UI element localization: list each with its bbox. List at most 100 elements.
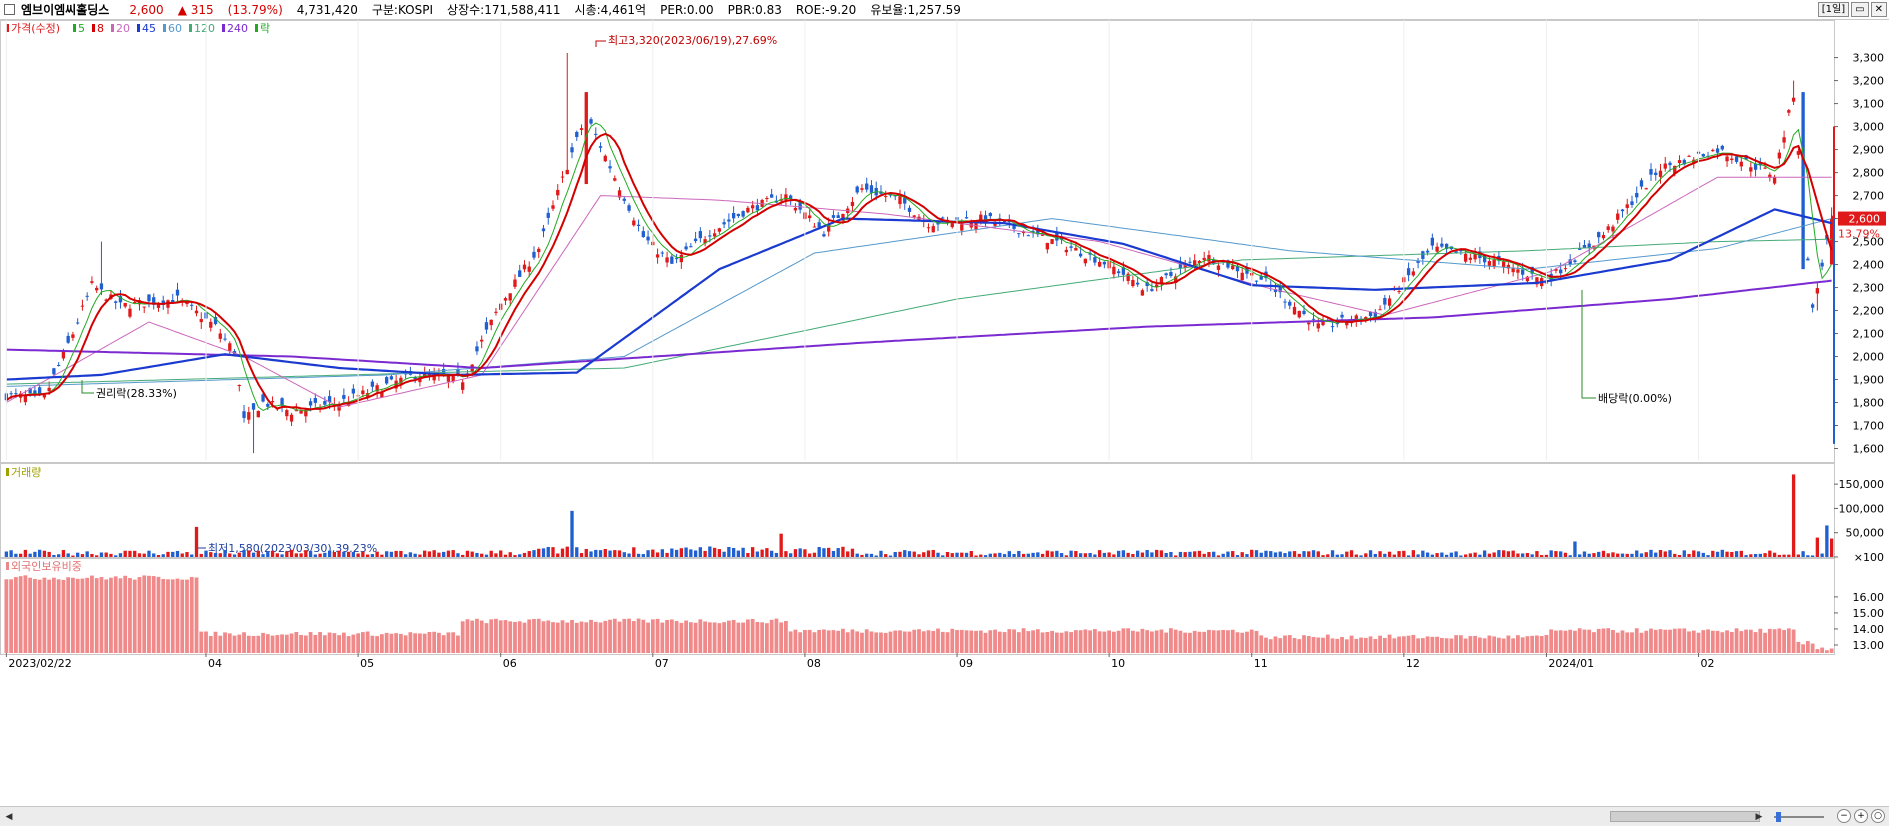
- horizontal-scrollbar[interactable]: ◀ ▶ − + ○: [0, 806, 1889, 826]
- scroll-thumb[interactable]: [1610, 811, 1760, 822]
- candle-body: [171, 299, 175, 304]
- volume-bar: [1711, 550, 1715, 557]
- candle-body: [1582, 245, 1587, 248]
- close-icon[interactable]: ✕: [1870, 2, 1887, 17]
- volume-bar: [788, 553, 793, 557]
- legend-foreign-label: 외국인보유비중: [11, 560, 82, 573]
- foreign-bar: [275, 635, 280, 653]
- foreign-bar: [1344, 639, 1349, 653]
- foreign-bar: [37, 579, 42, 653]
- candle-body: [418, 377, 422, 383]
- volume-bar: [817, 547, 821, 557]
- restore-icon[interactable]: ▭: [1851, 2, 1869, 17]
- candle-body: [1573, 260, 1577, 262]
- candle-body: [1639, 180, 1644, 187]
- candle-body: [95, 287, 99, 291]
- volume-bar: [1402, 550, 1406, 557]
- candle-body: [1193, 260, 1197, 266]
- volume-bar: [917, 554, 921, 557]
- foreign-bar: [841, 628, 845, 653]
- foreign-bar: [1311, 636, 1316, 653]
- x-tick-label: 2023/02/22: [8, 657, 71, 670]
- volume-bar: [1668, 550, 1672, 557]
- volume-bar: [903, 550, 907, 557]
- foreign-bar: [874, 632, 879, 653]
- volume-bar: [698, 547, 703, 557]
- candle-body: [684, 246, 688, 250]
- foreign-bar: [612, 618, 617, 653]
- foreign-bar: [1207, 629, 1211, 653]
- candle-body: [1135, 282, 1140, 285]
- foreign-bar: [902, 631, 907, 653]
- foreign-bar: [308, 632, 313, 653]
- candle-body: [1739, 161, 1743, 167]
- period-button[interactable]: [1일]: [1817, 2, 1850, 17]
- foreign-bar: [536, 618, 541, 653]
- volume-bar: [9, 550, 13, 557]
- foreign-bar: [1815, 649, 1820, 653]
- volume-bar: [408, 552, 413, 557]
- volume-bar: [456, 553, 460, 557]
- volume-bar: [142, 553, 146, 557]
- candle-body: [741, 211, 745, 217]
- header-checkbox[interactable]: [4, 4, 15, 15]
- candle-body: [912, 215, 916, 217]
- zoom-in-icon[interactable]: +: [1854, 809, 1868, 823]
- stock-chart[interactable]: 1,600 1,700 1,800 1,900 2,000 2,100 2,200 2,300…: [0, 20, 1889, 806]
- candle-body: [128, 308, 132, 317]
- foreign-bar: [1630, 632, 1634, 653]
- foreign-bar: [879, 632, 883, 653]
- legend-ma-swatch: [222, 24, 225, 32]
- price-tick-label: 2,300: [1853, 282, 1885, 295]
- volume-bar: [846, 551, 850, 557]
- candle-body: [1026, 235, 1030, 237]
- volume-bar: [1725, 551, 1729, 557]
- volume-bar: [1368, 550, 1373, 557]
- candle-body: [1216, 265, 1221, 270]
- candle-body: [152, 297, 156, 305]
- volume-bar: [1630, 553, 1634, 557]
- candle-body: [1297, 310, 1301, 318]
- candle-body: [280, 398, 284, 406]
- ma20-line: [6, 176, 1832, 408]
- foreign-bar: [807, 629, 812, 653]
- volume-bar: [1444, 554, 1449, 557]
- volume-bar: [869, 553, 874, 557]
- foreign-bar: [560, 620, 565, 653]
- volume-bar: [1297, 553, 1301, 557]
- volume-bar: [689, 549, 693, 557]
- scroll-left-icon[interactable]: ◀: [5, 812, 13, 822]
- volume-bar: [1340, 554, 1344, 557]
- volume-bar: [1753, 553, 1758, 557]
- candle-body: [655, 254, 660, 258]
- volume-bar: [1506, 551, 1511, 557]
- volume-bar: [1520, 553, 1525, 557]
- scroll-right-icon[interactable]: ▶: [1755, 812, 1763, 822]
- foreign-bar: [1240, 632, 1245, 653]
- candle-body: [1730, 158, 1734, 161]
- candle-body: [313, 398, 318, 403]
- volume-bar: [665, 552, 669, 557]
- rights-annotation: 권리락(28.33%): [96, 387, 177, 400]
- candle-body: [1487, 261, 1492, 266]
- zoom-out-icon[interactable]: −: [1837, 809, 1851, 823]
- zoom-slider[interactable]: [1774, 812, 1824, 822]
- foreign-bar: [199, 631, 204, 653]
- zoom-reset-icon[interactable]: ○: [1871, 809, 1885, 823]
- volume-bar: [1768, 550, 1772, 557]
- foreign-bar: [974, 630, 978, 653]
- foreign-bar: [1473, 635, 1478, 653]
- volume-bar: [527, 551, 531, 557]
- foreign-bar: [731, 619, 736, 653]
- candle-body: [570, 147, 574, 153]
- candle-body: [1763, 167, 1767, 169]
- candle-body: [85, 295, 89, 297]
- foreign-bar: [636, 618, 641, 653]
- volume-bar: [432, 550, 436, 557]
- foreign-bar: [722, 622, 727, 653]
- foreign-bar: [1554, 630, 1558, 653]
- volume-bar: [836, 548, 840, 557]
- foreign-bar: [289, 633, 294, 653]
- candle-body: [717, 228, 722, 232]
- candle-body: [99, 283, 104, 290]
